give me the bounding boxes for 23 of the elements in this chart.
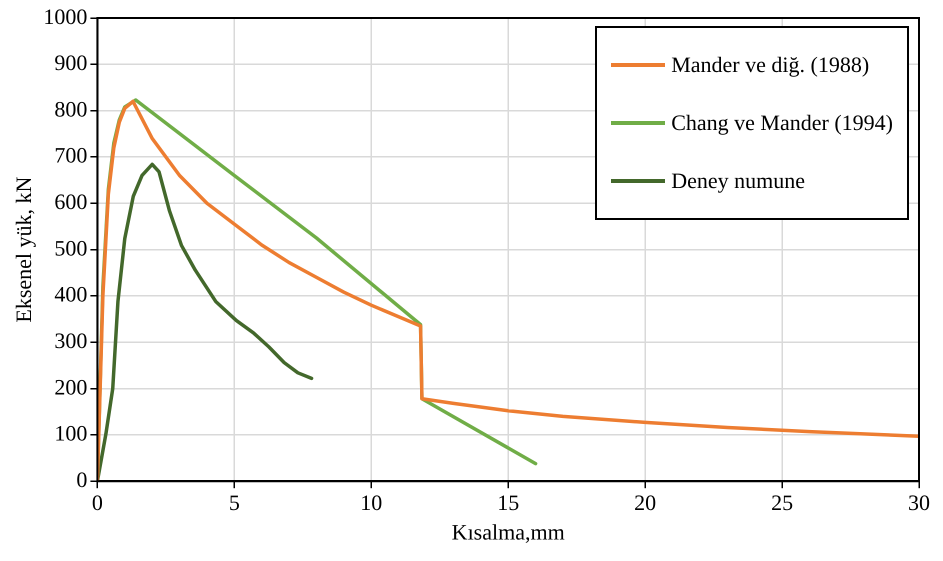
y-tick-label: 600 bbox=[54, 189, 88, 214]
y-tick-label: 700 bbox=[54, 142, 88, 168]
y-tick-label: 100 bbox=[54, 420, 88, 446]
y-tick-label: 500 bbox=[54, 235, 88, 260]
y-tick-label: 0 bbox=[76, 466, 88, 492]
x-axis-title: Kısalma,mm bbox=[452, 520, 565, 545]
x-tick-label: 0 bbox=[92, 490, 103, 516]
x-tick-label: 5 bbox=[228, 490, 240, 516]
legend-label: Deney numune bbox=[671, 168, 806, 194]
x-tick-label: 15 bbox=[497, 490, 520, 516]
y-tick-label: 800 bbox=[54, 96, 88, 122]
y-tick-label: 200 bbox=[54, 374, 88, 400]
y-tick-label: 400 bbox=[54, 282, 88, 307]
legend-label: Mander ve diğ. (1988) bbox=[671, 52, 870, 78]
x-tick-label: 10 bbox=[360, 490, 382, 516]
y-axis-title: Eksenel yük, kN bbox=[10, 176, 36, 323]
x-tick-label: 20 bbox=[634, 490, 656, 516]
y-tick-label: 300 bbox=[54, 328, 88, 354]
x-tick-label: 30 bbox=[908, 490, 930, 516]
y-tick-label: 900 bbox=[54, 50, 88, 76]
x-tick-label: 25 bbox=[771, 490, 794, 516]
legend-label: Chang ve Mander (1994) bbox=[671, 110, 893, 136]
y-tick-label: 1000 bbox=[43, 4, 88, 29]
